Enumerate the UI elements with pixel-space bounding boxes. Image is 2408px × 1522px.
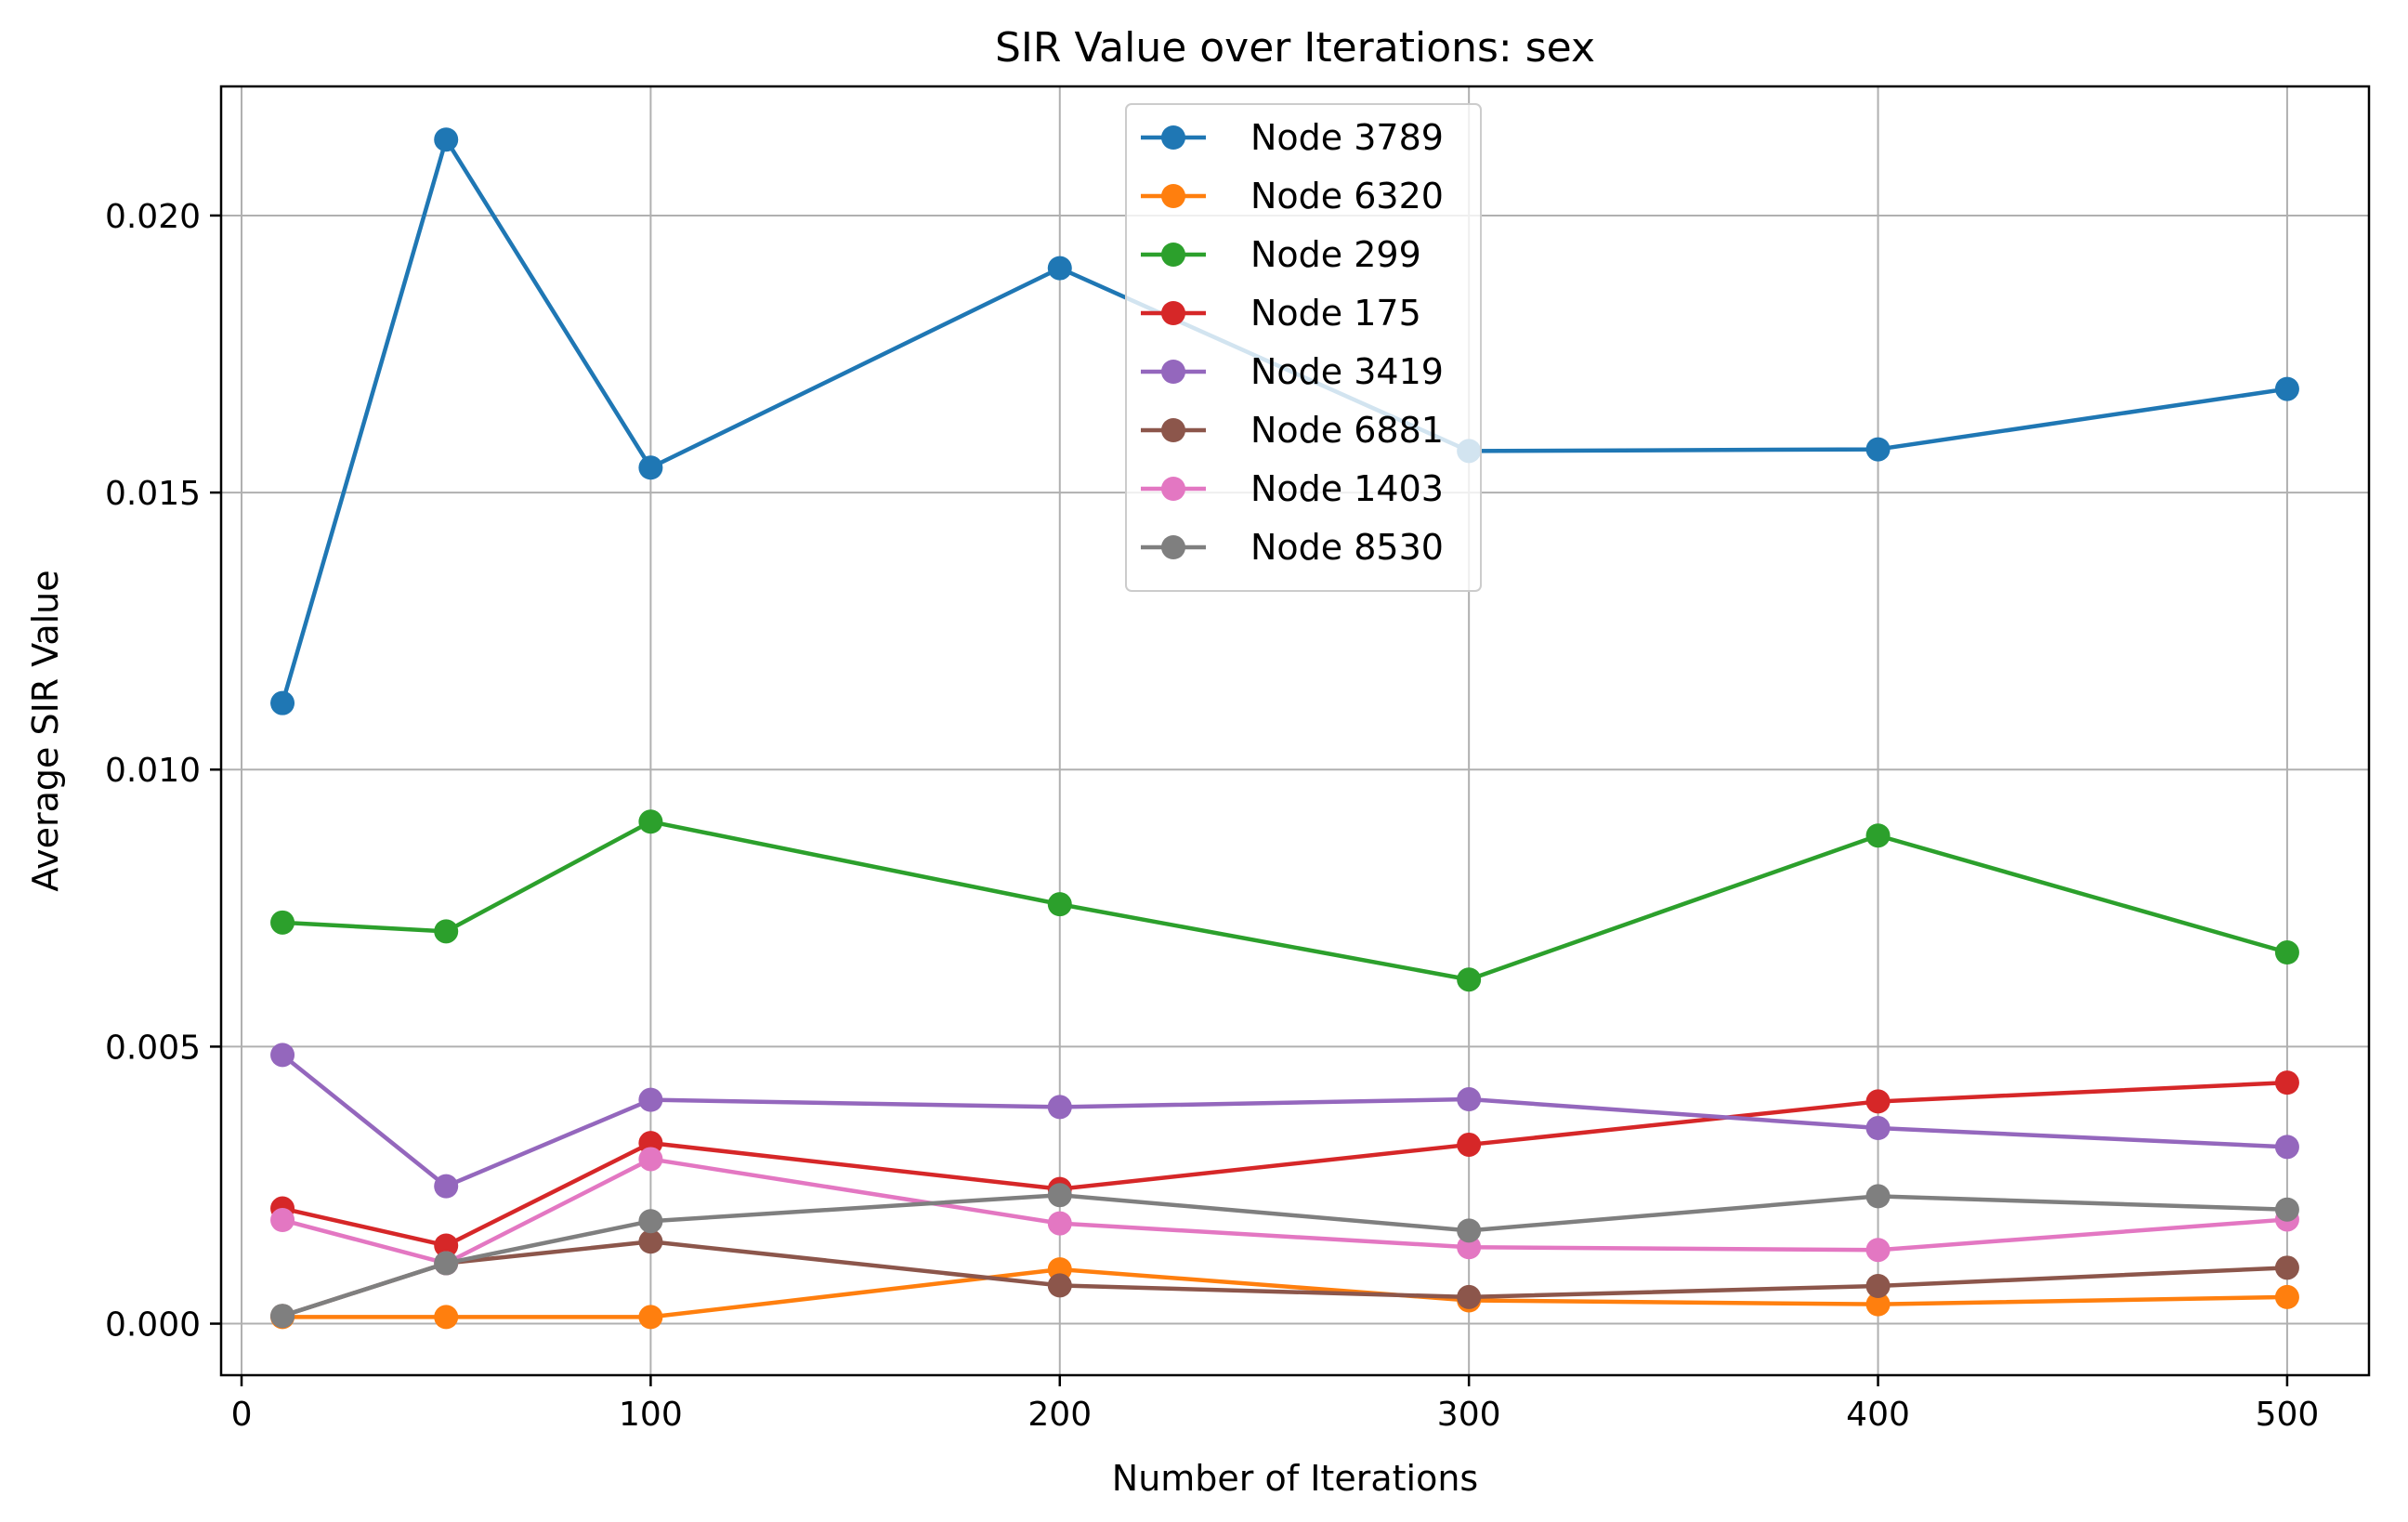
series-node-299 <box>270 809 2299 992</box>
legend-label: Node 6320 <box>1250 176 1444 216</box>
x-tick-label: 400 <box>1846 1396 1910 1434</box>
data-point <box>2274 376 2299 401</box>
legend-label: Node 1403 <box>1250 468 1444 509</box>
legend-label: Node 175 <box>1250 293 1421 334</box>
data-point <box>1865 437 1891 462</box>
legend-item: Node 175 <box>1141 293 1421 334</box>
data-point <box>1047 1273 1072 1298</box>
plot-frame <box>219 85 2371 1377</box>
legend-item: Node 8530 <box>1141 527 1444 568</box>
legend-label: Node 3419 <box>1250 351 1444 392</box>
data-point <box>434 127 459 152</box>
data-point <box>270 690 295 715</box>
data-point <box>1047 1095 1072 1120</box>
data-point <box>1047 892 1072 917</box>
legend-item: Node 3789 <box>1141 117 1444 158</box>
x-axis-ticks: 0 100 200 300 400 500 <box>231 1375 2320 1434</box>
legend-marker <box>1161 360 1185 384</box>
legend-marker <box>1161 301 1185 325</box>
data-point <box>638 809 663 834</box>
y-tick-label: 0.015 <box>105 475 201 513</box>
data-point <box>2274 940 2299 965</box>
data-point <box>1865 1184 1891 1209</box>
data-point <box>434 919 459 944</box>
data-point <box>2274 1284 2299 1309</box>
legend-item: Node 1403 <box>1141 468 1444 509</box>
legend-label: Node 6881 <box>1250 410 1444 451</box>
x-axis-label: Number of Iterations <box>1112 1458 1478 1499</box>
data-point <box>1457 967 1482 992</box>
legend-item: Node 3419 <box>1141 351 1444 392</box>
data-point <box>1865 823 1891 848</box>
data-point <box>270 1304 295 1329</box>
legend-item: Node 6320 <box>1141 176 1444 216</box>
x-tick-label: 200 <box>1027 1396 1092 1434</box>
data-point <box>2274 1255 2299 1280</box>
legend-label: Node 299 <box>1250 234 1421 275</box>
data-point <box>1865 1116 1891 1141</box>
series-node-3419 <box>270 1043 2299 1199</box>
legend: Node 3789 Node 6320 Node 299 Node 175 Node 3… <box>1125 103 1482 592</box>
legend-marker <box>1161 477 1185 501</box>
data-point <box>2274 1135 2299 1160</box>
data-point <box>1457 1218 1482 1243</box>
data-point <box>1457 1087 1482 1112</box>
data-point <box>2274 1197 2299 1222</box>
data-point <box>638 1229 663 1254</box>
series-node-8530 <box>270 1183 2299 1329</box>
y-tick-label: 0.005 <box>105 1029 201 1067</box>
data-point <box>270 1208 295 1233</box>
legend-marker <box>1161 535 1185 559</box>
x-tick-label: 0 <box>231 1396 253 1434</box>
data-point <box>1047 256 1072 281</box>
legend-label: Node 8530 <box>1250 527 1444 568</box>
data-point <box>434 1174 459 1199</box>
legend-item: Node 299 <box>1141 234 1421 275</box>
data-point <box>1457 1235 1482 1260</box>
data-point <box>1865 1089 1891 1114</box>
data-point <box>638 1305 663 1330</box>
y-axis-ticks: 0.000 0.005 0.010 0.015 0.020 <box>105 198 221 1345</box>
legend-marker <box>1161 418 1185 442</box>
data-point <box>1865 1292 1891 1317</box>
data-point <box>2274 1070 2299 1096</box>
y-axis-label: Average SIR Value <box>25 570 66 891</box>
data-point <box>638 1147 663 1172</box>
legend-frame <box>1125 103 1482 592</box>
x-tick-label: 100 <box>619 1396 683 1434</box>
data-point <box>1865 1238 1891 1263</box>
data-point <box>434 1233 459 1258</box>
y-tick-label: 0.020 <box>105 198 201 236</box>
data-point <box>1047 1183 1072 1208</box>
legend-item: Node 6881 <box>1141 410 1444 451</box>
y-tick-label: 0.000 <box>105 1306 201 1345</box>
data-point <box>1865 1273 1891 1298</box>
chart-title: SIR Value over Iterations: sex <box>995 24 1595 72</box>
x-tick-label: 300 <box>1437 1396 1501 1434</box>
legend-marker <box>1161 125 1185 150</box>
data-point <box>270 910 295 935</box>
data-point <box>638 1087 663 1112</box>
legend-marker <box>1161 243 1185 267</box>
data-point <box>434 1305 459 1330</box>
data-point <box>638 455 663 480</box>
legend-marker <box>1161 184 1185 208</box>
data-point <box>638 1209 663 1234</box>
legend-label: Node 3789 <box>1250 117 1444 158</box>
data-point <box>434 1251 459 1276</box>
data-point <box>270 1043 295 1068</box>
y-tick-label: 0.010 <box>105 752 201 790</box>
data-point <box>1457 1132 1482 1157</box>
data-point <box>1457 1284 1482 1309</box>
x-tick-label: 500 <box>2256 1396 2320 1434</box>
data-point <box>1047 1211 1072 1236</box>
